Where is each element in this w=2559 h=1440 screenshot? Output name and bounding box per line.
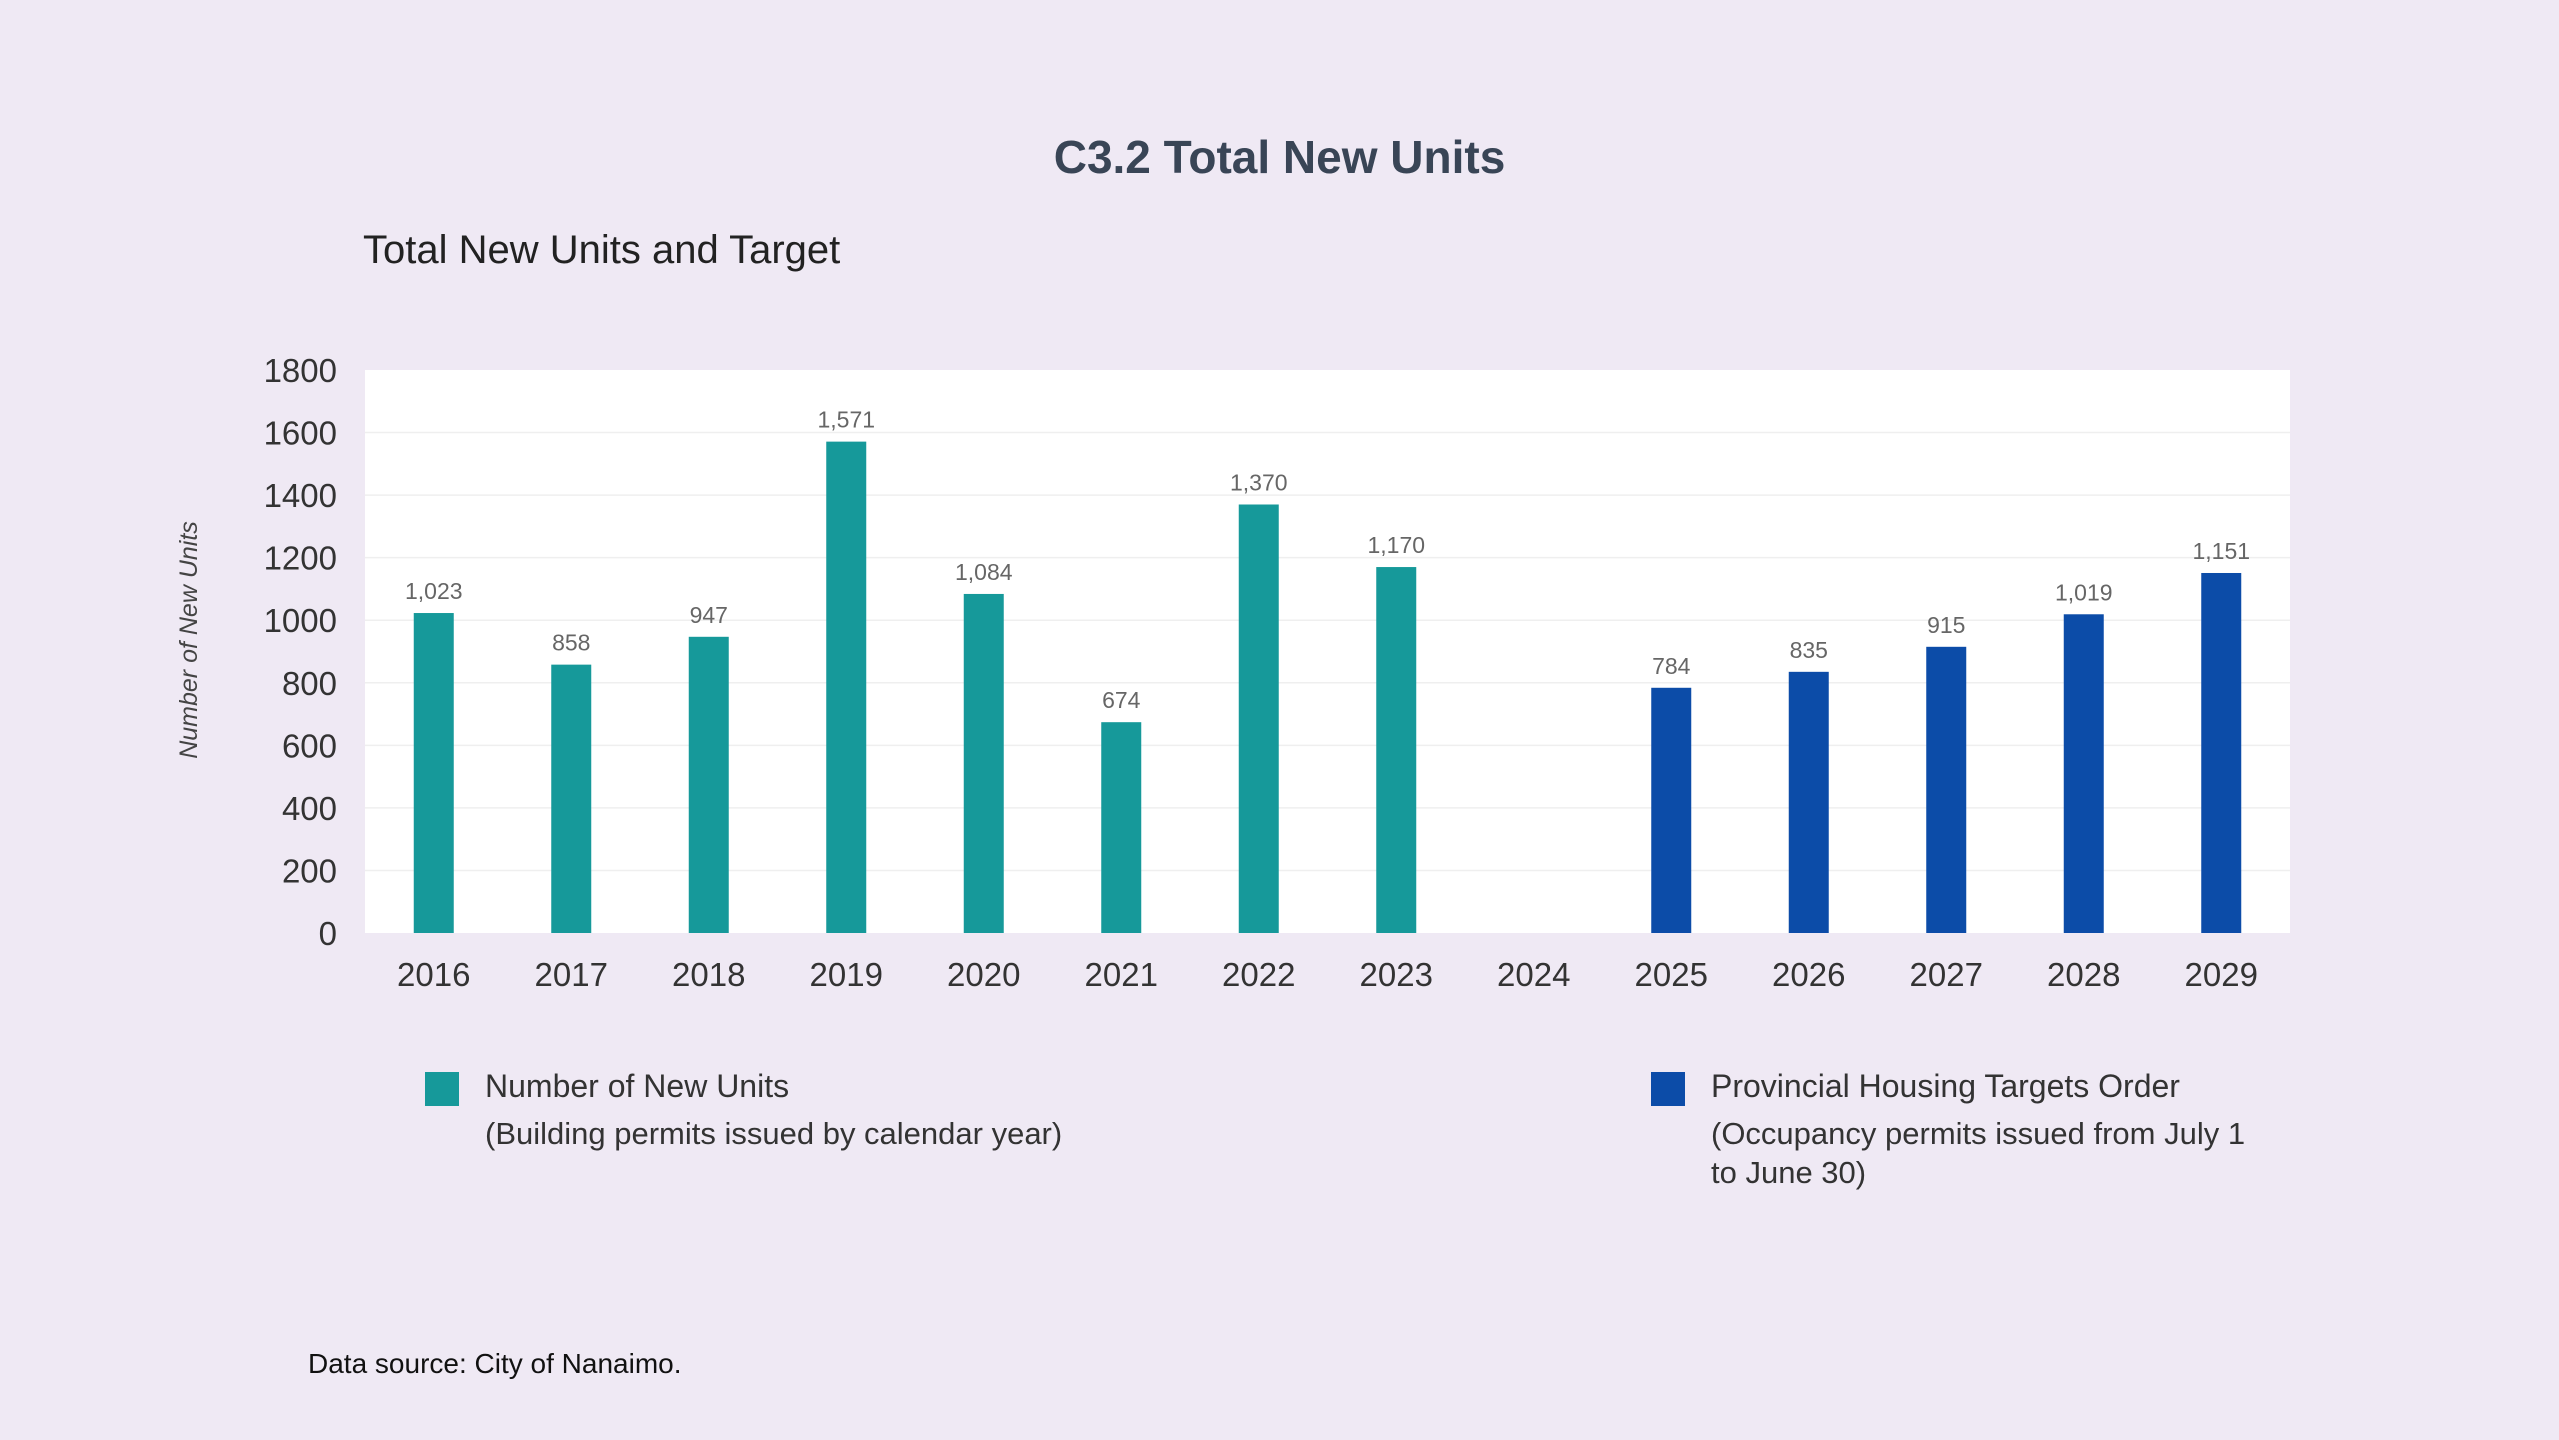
x-tick-label: 2019 <box>810 956 883 993</box>
x-tick-label: 2023 <box>1360 956 1433 993</box>
data-label: 858 <box>552 630 590 656</box>
y-tick-label: 0 <box>319 915 337 952</box>
bar-new-units <box>963 593 1004 933</box>
x-tick-label: 2018 <box>672 956 745 993</box>
plot-area <box>365 370 2290 933</box>
x-tick-label: 2024 <box>1497 956 1570 993</box>
bar-target <box>1788 671 1829 933</box>
data-labels: 1,023 858 947 1,571 1,084 674 1,370 1,170 784 835… <box>405 407 2250 714</box>
data-label: 674 <box>1102 687 1141 713</box>
y-tick-label: 1600 <box>264 415 337 452</box>
page-title: C3.2 Total New Units <box>1053 131 1506 183</box>
chart-title: Total New Units and Target <box>363 228 841 272</box>
data-source-note: Data source: City of Nanaimo. <box>308 1348 682 1379</box>
bar-target <box>2063 614 2104 933</box>
gridlines <box>365 431 2290 872</box>
bar-new-units <box>1376 567 1417 933</box>
data-label: 1,151 <box>2192 538 2250 564</box>
bars <box>413 441 2242 933</box>
x-tick-label: 2021 <box>1085 956 1158 993</box>
legend-note-actual: (Building permits issued by calendar yea… <box>485 1116 1063 1151</box>
y-tick-label: 1200 <box>264 540 337 577</box>
y-tick-label: 1800 <box>264 352 337 389</box>
x-tick-label: 2016 <box>397 956 470 993</box>
legend-swatch-target <box>1651 1072 1685 1106</box>
x-tick-label: 2029 <box>2185 956 2258 993</box>
bar-new-units <box>688 636 729 933</box>
x-tick-labels: 2016 2017 2018 2019 2020 2021 2022 2023 2024 2025… <box>397 956 2258 993</box>
bar-target <box>1651 687 1692 933</box>
x-tick-label: 2027 <box>1910 956 1983 993</box>
legend-actual: Number of New Units (Building permits is… <box>425 1068 1125 1168</box>
data-label: 1,571 <box>817 407 875 433</box>
bar-new-units <box>551 664 592 933</box>
data-label: 784 <box>1652 653 1691 679</box>
bar-new-units <box>413 613 454 933</box>
data-label: 1,370 <box>1230 469 1288 495</box>
x-tick-label: 2017 <box>535 956 608 993</box>
data-label: 947 <box>690 602 728 628</box>
bar-target <box>1926 646 1967 933</box>
data-label: 835 <box>1790 637 1828 663</box>
x-tick-label: 2028 <box>2047 956 2120 993</box>
bar-new-units <box>1101 722 1142 933</box>
legend-note-target: (Occupancy permits issued from July 1 to… <box>1711 1116 2246 1190</box>
y-tick-label: 200 <box>282 852 337 889</box>
legend-label-actual: Number of New Units <box>485 1068 790 1104</box>
bar-new-units <box>1238 504 1279 933</box>
y-axis-label: Number of New Units <box>175 521 203 759</box>
data-label: 1,084 <box>955 559 1013 585</box>
legend-label-target: Provincial Housing Targets Order <box>1711 1068 2180 1104</box>
legend-target: Provincial Housing Targets Order (Occupa… <box>1651 1068 2271 1198</box>
legend-swatch-actual <box>425 1072 459 1106</box>
data-label: 1,170 <box>1367 532 1425 558</box>
x-tick-label: 2025 <box>1635 956 1708 993</box>
y-tick-labels: 0 200 400 600 800 1000 1200 1400 1600 1800 <box>264 352 337 952</box>
data-label: 915 <box>1927 612 1965 638</box>
x-tick-label: 2026 <box>1772 956 1845 993</box>
x-tick-label: 2020 <box>947 956 1020 993</box>
bar-new-units <box>826 441 867 933</box>
data-label: 1,023 <box>405 578 463 604</box>
y-tick-label: 1000 <box>264 602 337 639</box>
y-tick-label: 800 <box>282 665 337 702</box>
bar-target <box>2201 572 2242 933</box>
y-tick-label: 600 <box>282 727 337 764</box>
y-tick-label: 1400 <box>264 477 337 514</box>
data-label: 1,019 <box>2055 579 2113 605</box>
y-tick-label: 400 <box>282 790 337 827</box>
x-tick-label: 2022 <box>1222 956 1295 993</box>
